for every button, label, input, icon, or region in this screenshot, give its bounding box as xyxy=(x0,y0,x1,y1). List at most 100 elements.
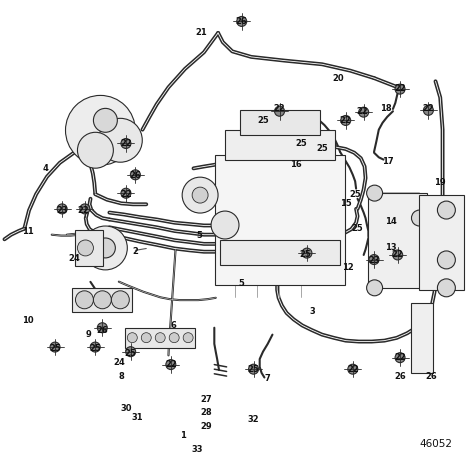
Circle shape xyxy=(438,279,456,297)
Circle shape xyxy=(75,291,93,309)
Circle shape xyxy=(359,107,369,117)
Text: 22: 22 xyxy=(273,104,285,114)
Circle shape xyxy=(50,342,60,352)
Circle shape xyxy=(93,291,111,309)
Circle shape xyxy=(411,210,428,226)
Circle shape xyxy=(392,250,403,260)
Circle shape xyxy=(90,342,100,352)
Bar xyxy=(125,328,195,347)
Circle shape xyxy=(366,280,383,296)
Circle shape xyxy=(237,17,246,26)
Text: 17: 17 xyxy=(383,158,394,166)
Circle shape xyxy=(128,333,137,343)
Circle shape xyxy=(80,204,90,214)
Text: 25: 25 xyxy=(248,365,259,374)
Circle shape xyxy=(192,187,208,203)
Text: 25: 25 xyxy=(349,190,361,199)
Text: 22: 22 xyxy=(340,116,352,125)
Text: 15: 15 xyxy=(340,199,352,208)
Circle shape xyxy=(166,359,176,370)
Circle shape xyxy=(130,170,140,180)
Bar xyxy=(419,195,465,290)
Circle shape xyxy=(182,177,218,213)
Text: 22: 22 xyxy=(120,190,132,199)
Circle shape xyxy=(366,185,383,201)
Circle shape xyxy=(77,240,93,256)
Text: 12: 12 xyxy=(342,263,354,272)
Text: 8: 8 xyxy=(118,371,124,381)
Bar xyxy=(215,155,345,285)
Text: 3: 3 xyxy=(310,307,316,316)
Text: 24: 24 xyxy=(113,358,125,367)
Circle shape xyxy=(302,248,312,258)
Bar xyxy=(225,130,335,160)
Circle shape xyxy=(77,132,113,168)
Bar xyxy=(75,230,103,266)
Text: 26: 26 xyxy=(394,371,406,381)
Text: 22: 22 xyxy=(120,139,132,148)
Text: 22: 22 xyxy=(394,353,406,362)
Circle shape xyxy=(183,333,193,343)
Text: 18: 18 xyxy=(380,104,392,114)
Circle shape xyxy=(126,346,136,357)
Text: 29: 29 xyxy=(201,422,212,431)
Text: 31: 31 xyxy=(132,413,144,422)
Circle shape xyxy=(57,204,67,214)
Text: 22: 22 xyxy=(422,104,434,114)
Circle shape xyxy=(121,188,131,198)
Bar xyxy=(220,240,340,265)
Text: 1: 1 xyxy=(180,432,186,440)
Circle shape xyxy=(211,211,239,239)
Text: 24: 24 xyxy=(68,254,80,263)
Text: 26: 26 xyxy=(129,171,141,180)
Circle shape xyxy=(395,84,405,94)
Circle shape xyxy=(65,96,135,165)
Text: 22: 22 xyxy=(165,360,177,369)
Circle shape xyxy=(369,255,379,265)
Text: 6: 6 xyxy=(170,321,176,330)
Circle shape xyxy=(341,116,351,126)
Text: 25: 25 xyxy=(257,116,269,125)
Text: 22: 22 xyxy=(347,365,359,374)
Text: 22: 22 xyxy=(394,84,406,93)
Circle shape xyxy=(111,291,129,309)
Text: 32: 32 xyxy=(248,415,259,425)
Text: 19: 19 xyxy=(434,178,446,187)
Text: 25: 25 xyxy=(89,344,101,353)
Circle shape xyxy=(121,139,131,148)
Text: 33: 33 xyxy=(191,445,202,454)
Text: 11: 11 xyxy=(22,226,34,236)
Text: 7: 7 xyxy=(265,374,271,383)
Text: 25: 25 xyxy=(300,249,311,259)
Circle shape xyxy=(95,238,115,258)
Text: 22: 22 xyxy=(392,249,403,259)
Text: 46052: 46052 xyxy=(419,439,452,449)
Text: 5: 5 xyxy=(239,280,245,288)
Circle shape xyxy=(141,333,151,343)
Text: 9: 9 xyxy=(85,330,91,339)
Text: 20: 20 xyxy=(333,74,345,84)
Text: 23: 23 xyxy=(368,256,380,266)
Bar xyxy=(240,110,320,135)
Circle shape xyxy=(248,364,258,374)
Text: 25: 25 xyxy=(295,139,307,148)
Bar xyxy=(411,303,433,372)
Text: 22: 22 xyxy=(78,206,89,215)
Text: 21: 21 xyxy=(196,29,208,37)
Text: 5: 5 xyxy=(196,231,202,240)
Text: 26: 26 xyxy=(236,17,247,26)
Circle shape xyxy=(155,333,165,343)
Text: 22: 22 xyxy=(356,107,368,116)
Text: 2: 2 xyxy=(132,247,138,256)
Text: 26: 26 xyxy=(425,371,437,381)
Bar xyxy=(368,193,428,288)
Circle shape xyxy=(97,323,107,333)
Text: 25: 25 xyxy=(316,144,328,152)
Circle shape xyxy=(438,201,456,219)
Text: 25: 25 xyxy=(352,224,364,233)
Text: 16: 16 xyxy=(290,160,302,169)
Circle shape xyxy=(423,105,433,116)
Text: 28: 28 xyxy=(201,408,212,418)
Bar xyxy=(73,288,132,312)
Circle shape xyxy=(99,118,142,162)
